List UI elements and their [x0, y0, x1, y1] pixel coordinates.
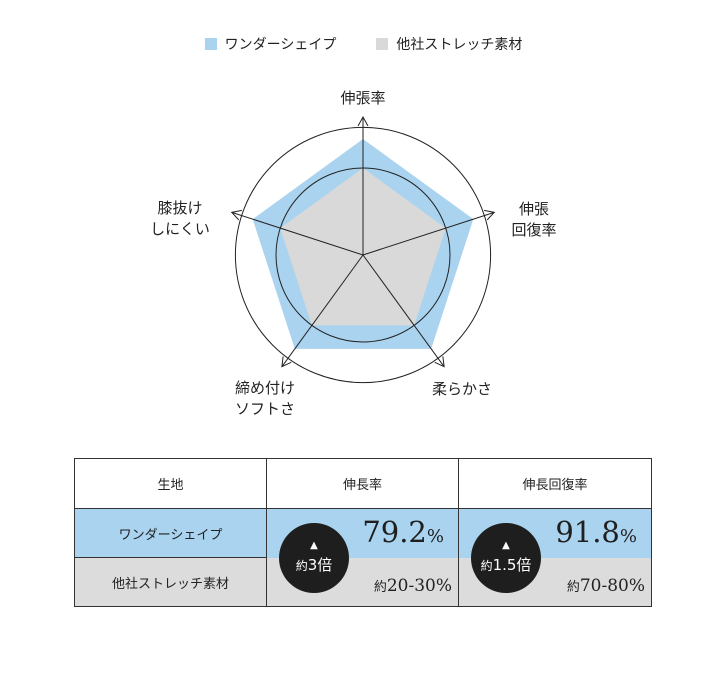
- radar-axis-label-line: ソフトさ: [235, 400, 295, 418]
- value-number: 79.2: [362, 515, 427, 549]
- header-stretch-rate: 伸長率: [266, 458, 459, 509]
- value-prefix: 約: [566, 580, 580, 595]
- table-header-row: 生地 伸長率 伸長回復率: [74, 458, 652, 509]
- axis-arrow-icon: [230, 209, 242, 221]
- wonder-recovery-value: 91.8%: [555, 515, 637, 549]
- legend-label-wonder: ワンダーシェイプ: [224, 37, 337, 53]
- radar-axis-label-line: しにくい: [150, 220, 210, 238]
- legend-item-other: 他社ストレッチ素材: [376, 34, 522, 54]
- radar-axis-label-line: 膝抜け: [157, 199, 202, 217]
- radar-axis-label-line: 締め付け: [235, 379, 295, 397]
- wonder-stretch-value: 79.2%: [362, 515, 444, 549]
- value-unit: %: [426, 526, 444, 547]
- axis-arrow-icon: [484, 209, 496, 221]
- value-number: 91.8: [555, 515, 620, 549]
- value-unit: %: [619, 526, 637, 547]
- other-recovery-value: 約70-80%: [567, 576, 645, 596]
- recovery-rate-cell: ▲ 約1.5倍 91.8% 約70-80%: [458, 508, 652, 607]
- radar-axis-label: 伸張率: [340, 89, 385, 107]
- row-label-wonder: ワンダーシェイプ: [74, 508, 267, 558]
- axis-arrow-icon: [434, 356, 445, 368]
- legend-item-wonder: ワンダーシェイプ: [204, 34, 337, 54]
- value-range: 70-80%: [579, 576, 645, 596]
- multiplier-badge: ▲ 約3倍: [279, 522, 349, 593]
- radar-axis: [281, 254, 364, 367]
- up-triangle-icon: ▲: [502, 540, 510, 551]
- table-row: 他社ストレッチ素材: [74, 557, 652, 607]
- radar-axis-label: 柔らかさ: [432, 380, 492, 398]
- badge-prefix: 約: [480, 559, 493, 573]
- row-label-other: 他社ストレッチ素材: [74, 557, 267, 607]
- up-triangle-icon: ▲: [310, 540, 318, 551]
- badge-value: 1.5倍: [492, 556, 532, 574]
- header-fabric: 生地: [74, 458, 267, 509]
- radar-axis: [362, 254, 445, 367]
- radar-axis: [362, 211, 495, 256]
- radar-axis-label-line: 伸張: [519, 200, 549, 218]
- value-range: 20-30%: [386, 576, 452, 596]
- stretch-rate-cell: ▲ 約3倍 79.2% 約20-30%: [266, 508, 459, 607]
- legend-swatch-wonder: [204, 38, 217, 50]
- radar-axis-label: 伸張回復率: [511, 200, 556, 239]
- value-prefix: 約: [373, 580, 387, 595]
- radar-axis-label-line: 伸張率: [340, 89, 385, 107]
- chart-legend: ワンダーシェイプ 他社ストレッチ素材: [0, 34, 727, 54]
- badge-prefix: 約: [295, 559, 308, 573]
- axis-arrow-icon: [281, 356, 292, 368]
- multiplier-badge: ▲ 約1.5倍: [471, 522, 541, 593]
- axis-arrow-icon: [357, 115, 369, 127]
- badge-value: 3倍: [307, 556, 333, 574]
- radar-axis-label: 膝抜けしにくい: [150, 199, 210, 238]
- radar-axis: [231, 211, 364, 256]
- table-row: ワンダーシェイプ ▲ 約3倍 79.2% 約20-30% ▲ 約1.5倍 91.…: [74, 508, 652, 607]
- radar-axis-label-line: 回復率: [511, 221, 556, 239]
- radar-axis-label: 締め付けソフトさ: [235, 379, 295, 418]
- header-recovery-rate: 伸長回復率: [458, 458, 652, 509]
- legend-swatch-other: [376, 38, 389, 50]
- legend-label-other: 他社ストレッチ素材: [396, 37, 523, 53]
- other-stretch-value: 約20-30%: [374, 576, 452, 596]
- comparison-table: 生地 伸長率 伸長回復率 ワンダーシェイプ ▲ 約3倍 79.2% 約20-30…: [74, 458, 652, 607]
- radar-axis-label-line: 柔らかさ: [432, 380, 492, 398]
